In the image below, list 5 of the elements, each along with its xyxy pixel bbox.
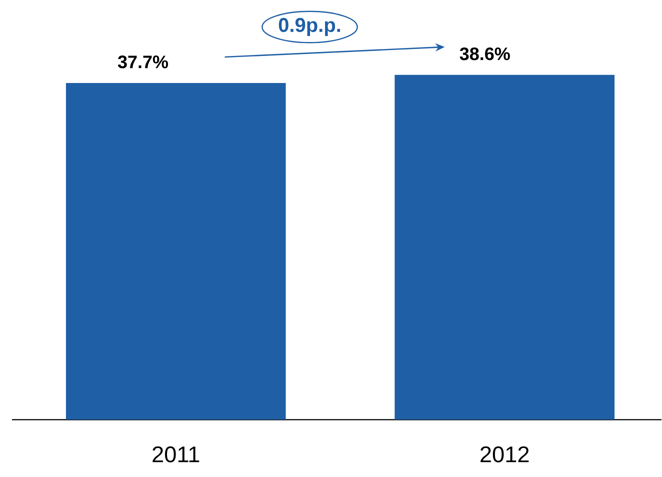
data-label: 38.6%	[460, 48, 510, 60]
data-label: 37.7%	[118, 56, 168, 68]
text: 0.9p.p.	[278, 18, 340, 36]
x-tick-label: 2012	[480, 446, 529, 463]
x-tick-label: 2011	[152, 446, 200, 463]
